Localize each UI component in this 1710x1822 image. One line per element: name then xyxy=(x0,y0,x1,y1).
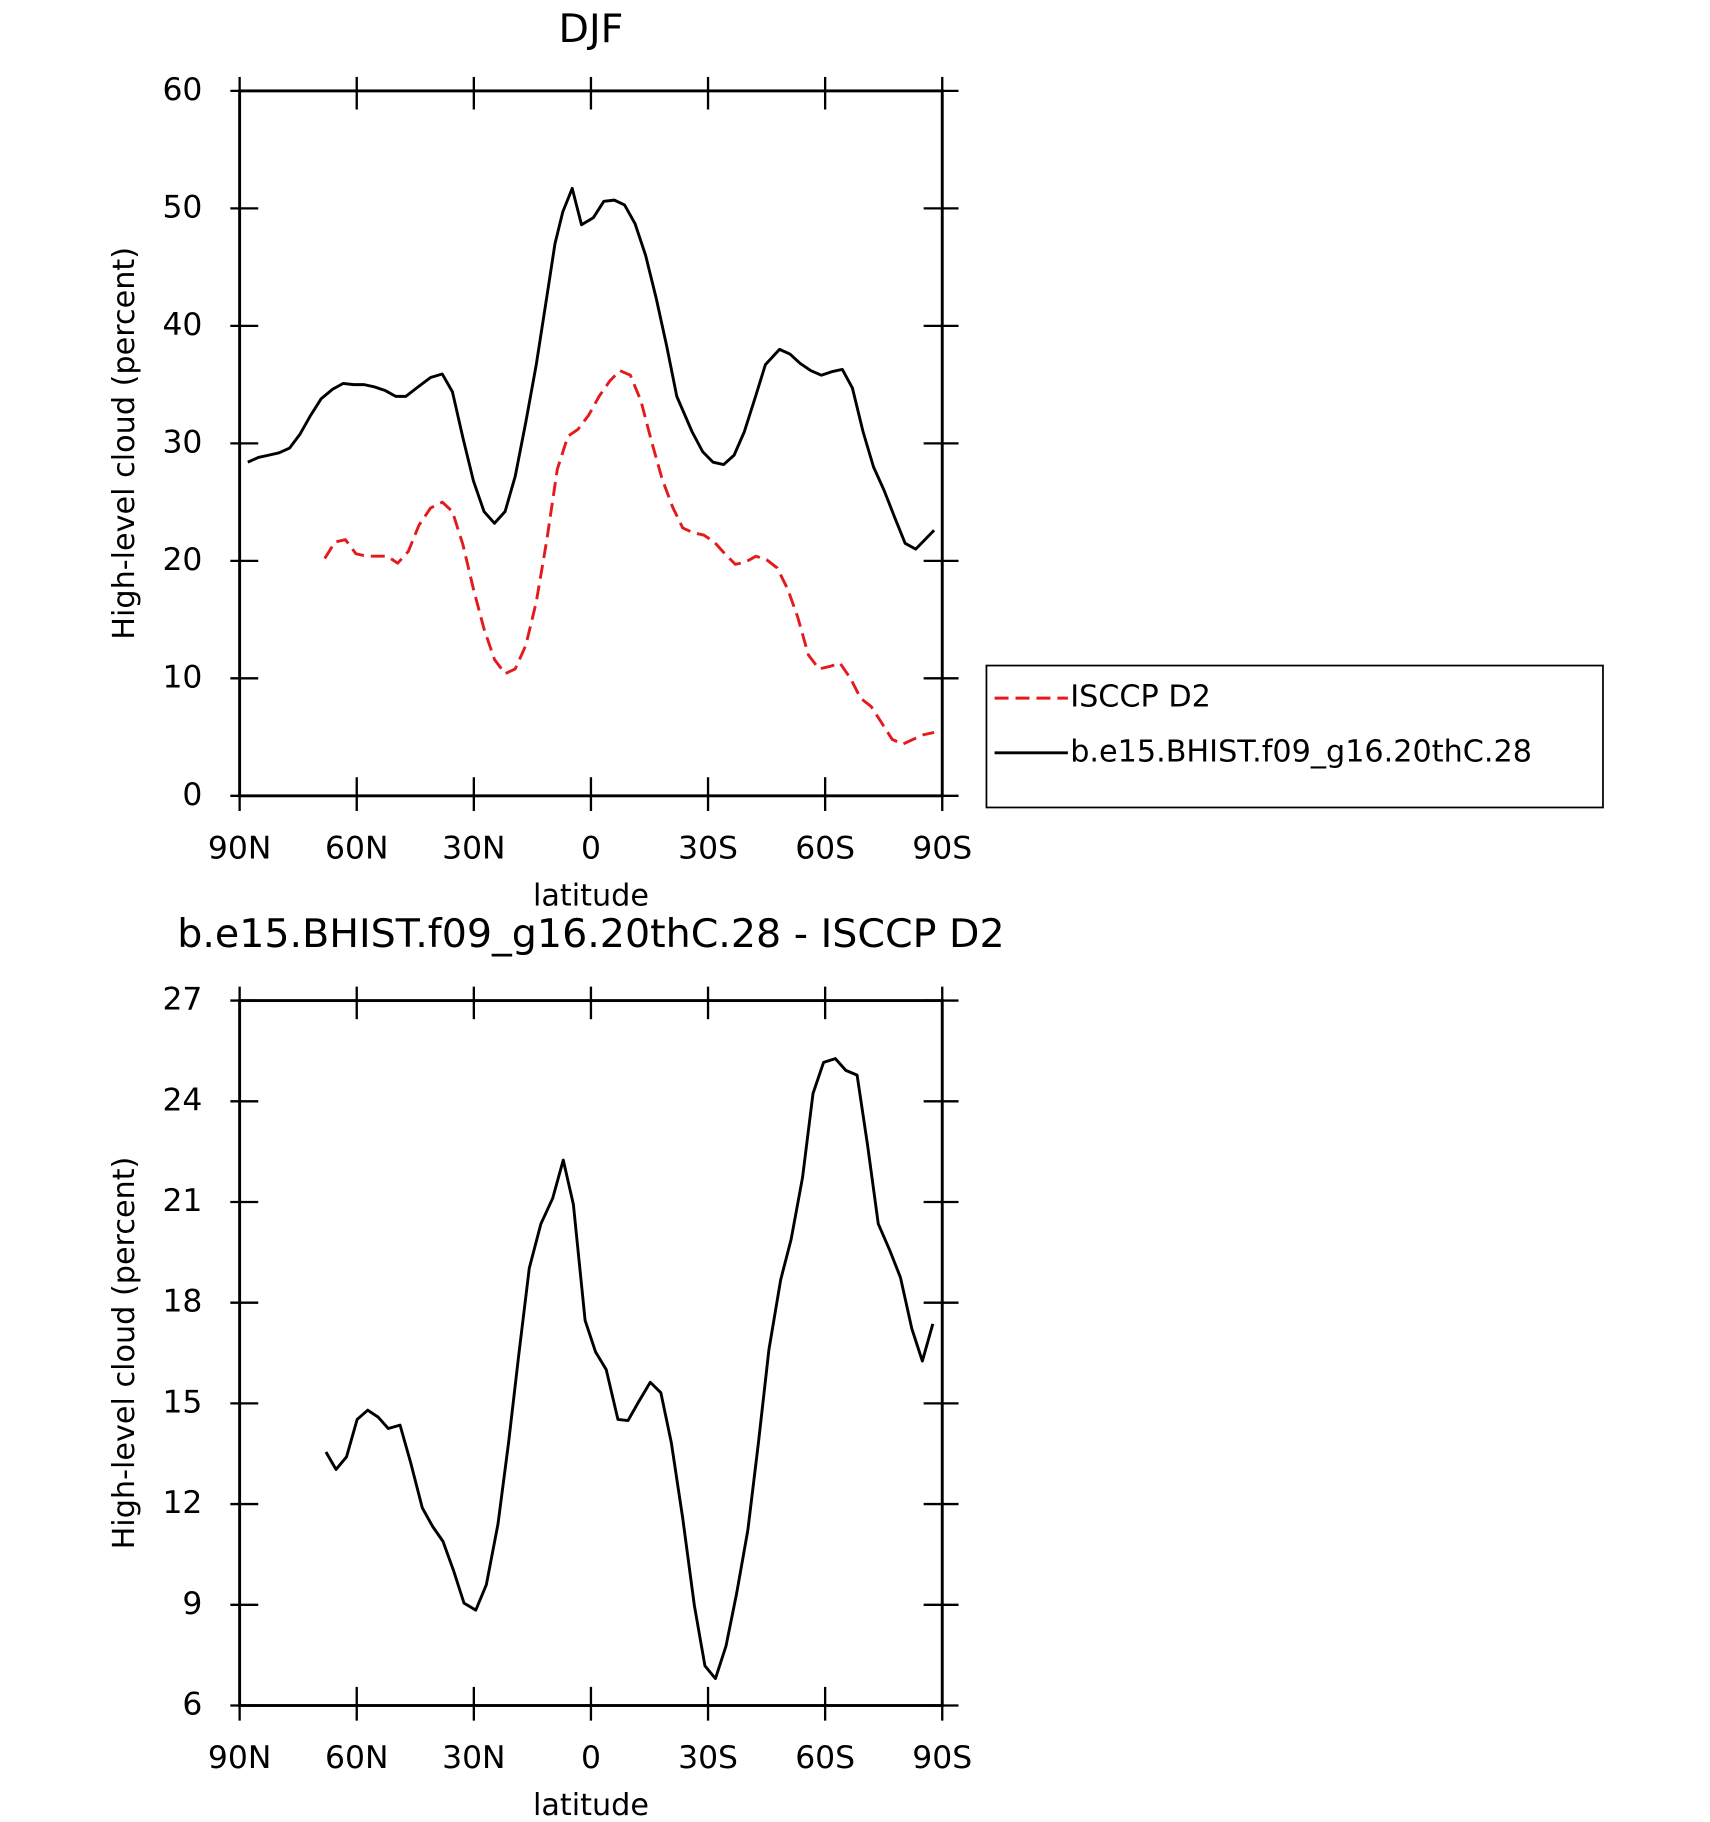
y-tick-label: 12 xyxy=(162,1485,202,1521)
chart-title: DJF xyxy=(559,6,624,52)
y-tick-label: 0 xyxy=(182,777,202,813)
x-tick-label: 60N xyxy=(325,1740,388,1776)
legend-label: ISCCP D2 xyxy=(1070,680,1211,715)
x-tick-label: 30N xyxy=(442,830,505,866)
y-tick-label: 20 xyxy=(162,542,202,578)
x-axis-label: latitude xyxy=(533,1788,649,1822)
y-tick-label: 9 xyxy=(182,1586,202,1622)
x-axis-label: latitude xyxy=(533,879,649,914)
x-tick-label: 0 xyxy=(581,830,601,866)
y-tick-label: 6 xyxy=(182,1687,202,1723)
y-axis-label: High-level cloud (percent) xyxy=(107,247,142,640)
x-tick-label: 90N xyxy=(208,1740,271,1776)
y-tick-label: 21 xyxy=(162,1183,202,1219)
x-tick-label: 60S xyxy=(795,830,855,866)
y-tick-label: 30 xyxy=(162,424,202,460)
y-axis-label: High-level cloud (percent) xyxy=(107,1157,142,1550)
y-tick-label: 10 xyxy=(162,659,202,695)
data-line xyxy=(323,369,935,746)
plot-frame xyxy=(238,89,944,798)
x-tick-label: 30S xyxy=(678,1740,738,1776)
y-tick-label: 15 xyxy=(162,1384,202,1420)
y-tick-label: 18 xyxy=(162,1284,202,1320)
x-tick-label: 90S xyxy=(912,1740,972,1776)
x-tick-label: 30S xyxy=(678,830,738,866)
x-tick-label: 60S xyxy=(795,1740,855,1776)
y-tick-label: 60 xyxy=(162,72,202,108)
legend-box xyxy=(985,664,1604,809)
chart-title: b.e15.BHIST.f09_g16.20thC.28 - ISCCP D2 xyxy=(177,911,1004,957)
y-tick-label: 40 xyxy=(162,307,202,343)
x-tick-label: 90N xyxy=(208,830,271,866)
x-tick-label: 90S xyxy=(912,830,972,866)
legend-label: b.e15.BHIST.f09_g16.20thC.28 xyxy=(1070,734,1532,769)
data-line xyxy=(324,1057,935,1681)
x-tick-label: 0 xyxy=(581,1740,601,1776)
x-tick-label: 60N xyxy=(325,830,388,866)
data-line xyxy=(247,186,936,551)
x-tick-label: 30N xyxy=(442,1740,505,1776)
y-tick-label: 24 xyxy=(162,1082,202,1118)
plot-frame xyxy=(238,999,944,1707)
y-tick-label: 50 xyxy=(162,189,202,225)
y-tick-label: 27 xyxy=(162,982,202,1018)
